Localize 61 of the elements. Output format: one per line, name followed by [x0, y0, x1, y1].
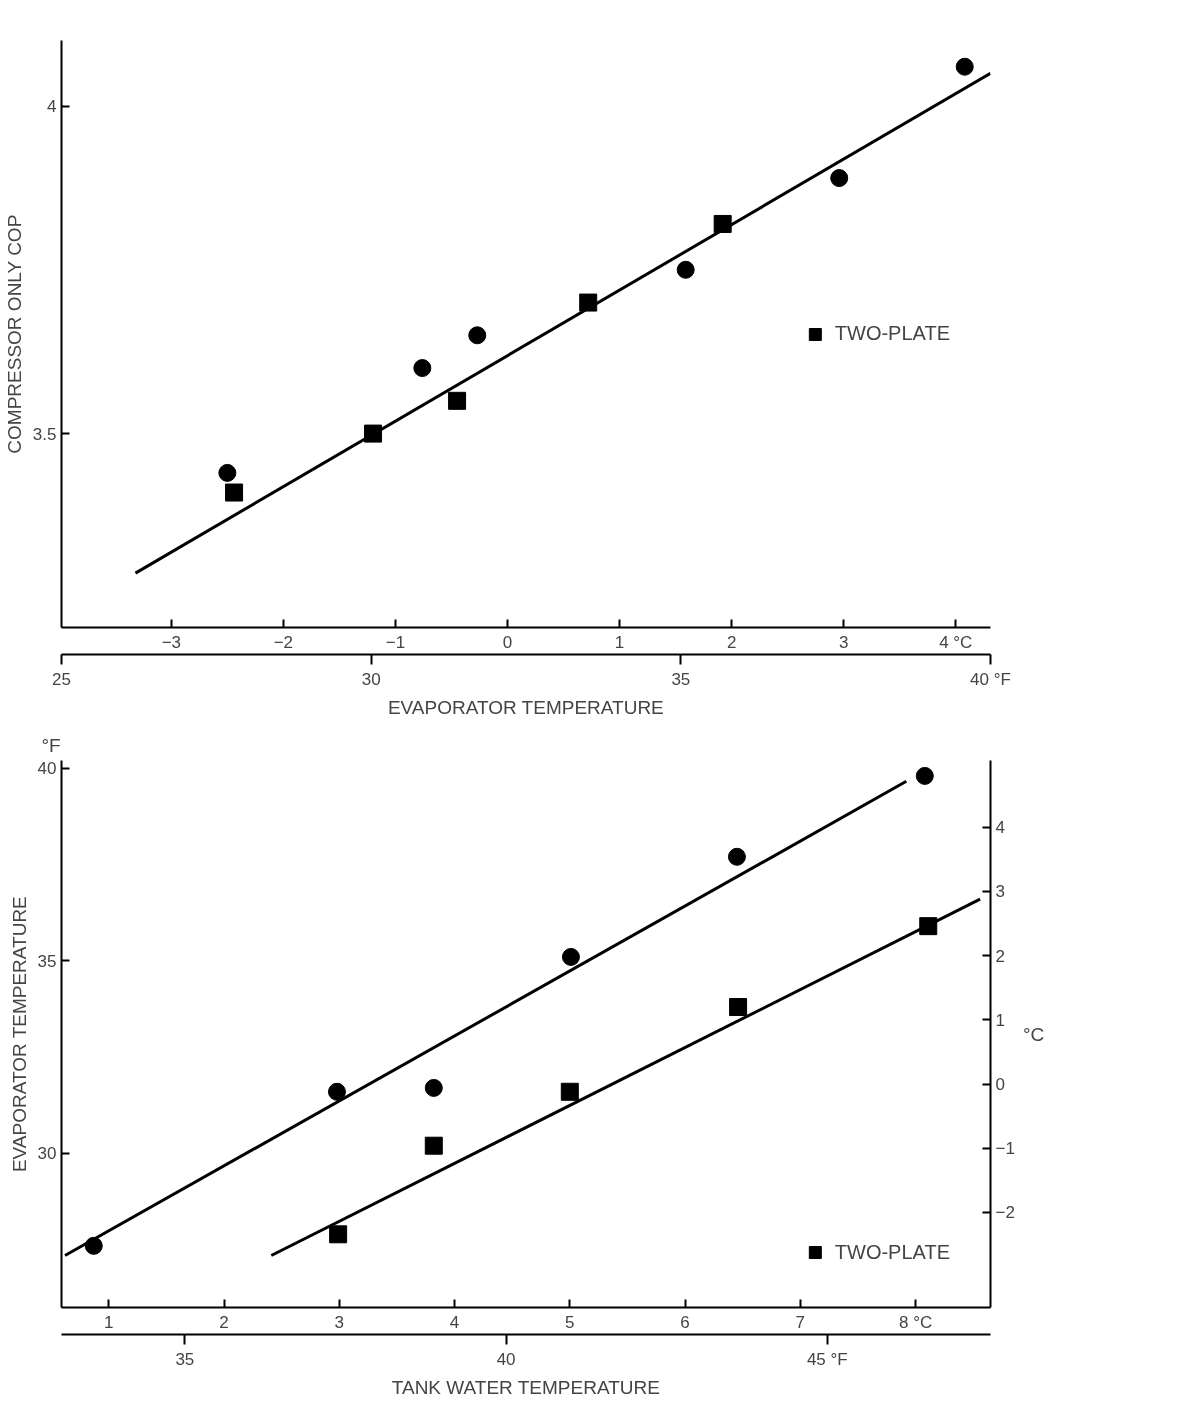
point [955, 57, 974, 76]
x-axis-title: EVAPORATOR TEMPERATURE [387, 696, 664, 718]
y-tick-label: 3.5 [32, 424, 57, 444]
x-tick-label: 2 [219, 1312, 229, 1332]
point [218, 463, 237, 482]
text: °F [41, 734, 61, 756]
y2-tick-label: 3 [995, 882, 1005, 902]
y-tick-label: 40 [37, 759, 57, 779]
point [676, 260, 695, 279]
x-tick-label: 4 [449, 1312, 460, 1332]
y-tick-label: 4 [47, 97, 57, 117]
legend-label: TWO-PLATE [834, 322, 950, 345]
x-tick-label: 4 °C [939, 632, 973, 652]
point [327, 1082, 346, 1101]
x-tick-label: 3 [838, 632, 849, 652]
x2-tick-label: 25 [52, 669, 71, 689]
x2-tick-label: 40 °F [970, 669, 1011, 689]
point [830, 169, 849, 188]
point [729, 998, 748, 1017]
y-axis-title: EVAPORATOR TEMPERATURE [8, 896, 30, 1173]
y2-axis-title: °C [1022, 1023, 1045, 1045]
point [413, 359, 432, 378]
x2-tick-label: 40 [496, 1349, 516, 1369]
x-tick-label: 2 [726, 632, 737, 652]
point [727, 847, 746, 866]
point [225, 483, 244, 502]
x-axis-title: TANK WATER TEMPERATURE [391, 1376, 660, 1398]
y2-tick-label: −1 [995, 1139, 1015, 1159]
point [561, 947, 580, 966]
x-tick-label: 8 °C [898, 1312, 933, 1332]
point [424, 1078, 443, 1097]
x-tick-label: −3 [161, 632, 182, 652]
x-tick-label: −1 [385, 632, 406, 652]
point [468, 326, 487, 345]
x-tick-label: 1 [104, 1312, 114, 1332]
legend-label: TWO-PLATE [834, 1240, 950, 1264]
y-tick-label: 30 [37, 1144, 57, 1164]
x-tick-label: 3 [334, 1312, 345, 1332]
y2-tick-label: 4 [995, 818, 1005, 838]
y-axis-title: COMPRESSOR ONLY COP [3, 214, 25, 454]
point [329, 1225, 348, 1244]
y2-tick-label: 1 [995, 1010, 1005, 1030]
y2-tick-label: 2 [995, 946, 1005, 966]
y2-tick-label: 0 [995, 1075, 1005, 1095]
x2-tick-label: 45 °F [806, 1349, 848, 1369]
x-tick-label: 5 [565, 1312, 575, 1332]
point [424, 1136, 443, 1155]
x2-tick-label: 35 [175, 1349, 195, 1369]
point [448, 391, 467, 410]
point [579, 293, 598, 312]
x-tick-label: 0 [502, 632, 513, 652]
x2-tick-label: 30 [361, 669, 381, 689]
x-tick-label: −2 [273, 632, 294, 652]
x-tick-label: 1 [614, 632, 625, 652]
x2-tick-label: 35 [671, 669, 691, 689]
x-tick-label: 7 [795, 1312, 806, 1332]
y-tick-label: 35 [37, 951, 57, 971]
x-tick-label: 6 [680, 1312, 690, 1332]
point [560, 1082, 579, 1101]
point [915, 766, 934, 785]
y2-tick-label: −2 [995, 1203, 1015, 1223]
